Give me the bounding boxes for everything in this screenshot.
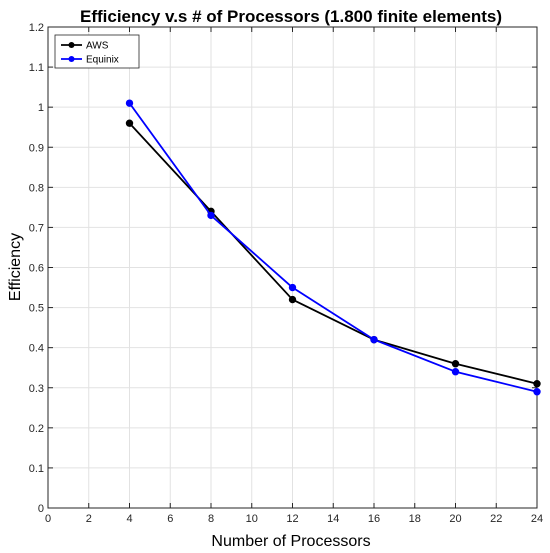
y-tick-label: 0 bbox=[38, 503, 44, 515]
y-tick-label: 0.7 bbox=[29, 222, 44, 234]
y-tick-label: 0.5 bbox=[29, 303, 44, 315]
series-line-1 bbox=[128, 102, 538, 393]
x-axis-label: Number of Processors bbox=[211, 533, 370, 550]
data-point-series-1 bbox=[533, 388, 541, 396]
x-tick-label: 4 bbox=[126, 513, 132, 525]
data-point-series-1 bbox=[451, 368, 460, 376]
x-tick-label: 8 bbox=[208, 513, 214, 525]
x-tick-label: 2 bbox=[86, 513, 92, 525]
x-tick-label: 18 bbox=[409, 513, 421, 525]
x-tick-label: 20 bbox=[449, 513, 461, 525]
data-point-series-1 bbox=[288, 283, 297, 292]
legend-swatch-marker bbox=[68, 56, 75, 62]
legend-entry-label: AWS bbox=[86, 41, 109, 52]
data-point-series-0 bbox=[125, 119, 134, 127]
chart-title: Efficiency v.s # of Processors (1.800 fi… bbox=[80, 7, 502, 26]
y-tick-label: 0.6 bbox=[29, 263, 44, 275]
y-tick-label: 1.2 bbox=[29, 22, 44, 34]
data-point-series-1 bbox=[125, 99, 134, 107]
y-tick-label: 0.8 bbox=[29, 182, 44, 194]
x-tick-label: 6 bbox=[167, 513, 173, 525]
y-axis-label: Efficiency bbox=[7, 233, 24, 301]
data-point-series-0 bbox=[533, 380, 541, 388]
x-tick-label: 0 bbox=[45, 513, 51, 525]
x-tick-label: 14 bbox=[327, 513, 339, 525]
data-point-series-1 bbox=[207, 211, 215, 220]
y-tick-label: 0.2 bbox=[29, 423, 44, 435]
data-point-series-0 bbox=[451, 360, 460, 368]
x-tick-label: 16 bbox=[368, 513, 380, 525]
y-tick-label: 0.4 bbox=[29, 343, 44, 355]
data-point-series-0 bbox=[288, 295, 297, 304]
x-tick-label: 10 bbox=[246, 513, 258, 525]
x-tick-label: 24 bbox=[531, 513, 543, 525]
y-tick-label: 1.1 bbox=[29, 62, 44, 74]
legend-entry-label: Equinix bbox=[86, 55, 119, 66]
legend-swatch-marker bbox=[68, 42, 75, 48]
y-tick-label: 1 bbox=[38, 102, 44, 114]
plot-area: 0 2 4 6 8 10 12 14 16 18 20 22 2400.10.20.30.40.50.6… bbox=[29, 22, 543, 525]
legend-box bbox=[54, 34, 140, 69]
data-point-series-1 bbox=[370, 335, 378, 344]
y-tick-label: 0.1 bbox=[29, 463, 44, 475]
y-tick-label: 0.9 bbox=[29, 142, 44, 154]
x-tick-label: 12 bbox=[286, 513, 298, 525]
x-tick-label: 22 bbox=[490, 513, 502, 525]
y-tick-label: 0.3 bbox=[29, 383, 44, 395]
